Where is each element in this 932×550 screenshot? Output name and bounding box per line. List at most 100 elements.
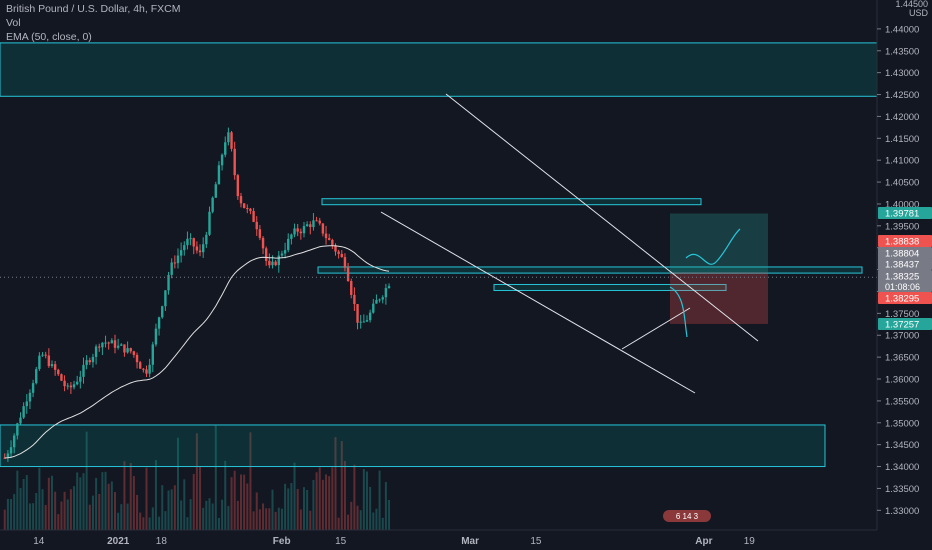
candle xyxy=(183,241,186,256)
candle xyxy=(38,352,41,371)
candle xyxy=(337,249,340,259)
price-label-box xyxy=(878,258,932,270)
volume-bar xyxy=(246,483,249,530)
volume-bar xyxy=(227,505,230,530)
candle xyxy=(340,250,343,258)
volume-bar xyxy=(88,504,91,530)
candle-body xyxy=(239,196,243,204)
volume-bar xyxy=(211,503,214,530)
volume-bar xyxy=(290,483,293,530)
candle-body xyxy=(91,356,95,363)
volume-bar xyxy=(331,467,334,530)
candle xyxy=(249,207,252,215)
candle-body xyxy=(164,290,167,307)
y-tick-label: 1.37500 xyxy=(885,309,919,320)
volume-bar xyxy=(315,472,318,530)
volume-bar xyxy=(195,433,198,530)
price-label-box xyxy=(878,235,932,247)
volume-bar xyxy=(66,499,69,530)
candle-body xyxy=(123,344,126,353)
candle xyxy=(378,298,381,303)
volume-bar xyxy=(202,507,205,530)
candle xyxy=(123,344,126,357)
candle-body xyxy=(72,384,76,388)
candle xyxy=(116,338,120,350)
candle-body xyxy=(113,340,117,348)
volume-bar xyxy=(302,487,305,530)
candle-body xyxy=(195,246,199,251)
candle xyxy=(287,233,290,253)
candle-body xyxy=(283,250,287,254)
volume-bar xyxy=(277,507,280,530)
x-tick-label: Feb xyxy=(273,536,291,547)
x-tick-label: 19 xyxy=(744,536,756,547)
ema-indicator-label[interactable]: EMA (50, close, 0) xyxy=(6,31,92,43)
volume-bar xyxy=(359,510,362,530)
candle-body xyxy=(50,364,54,367)
candle-body xyxy=(88,360,91,363)
volume-bar xyxy=(38,467,41,530)
price-label-box xyxy=(878,270,932,292)
candle xyxy=(12,433,16,454)
trend-line xyxy=(380,211,696,394)
candle xyxy=(239,192,243,208)
candle-body xyxy=(359,321,362,323)
candle-body xyxy=(296,228,299,232)
volume-indicator-label[interactable]: Vol xyxy=(6,17,21,29)
price-label-box xyxy=(878,318,932,330)
candle-body xyxy=(327,238,331,240)
candle xyxy=(60,373,63,382)
volume-bar xyxy=(148,517,151,530)
volume-bar xyxy=(321,479,324,530)
candle-body xyxy=(334,245,337,252)
candle xyxy=(88,357,91,366)
volume-bar xyxy=(230,477,233,530)
candle xyxy=(324,225,328,245)
y-tick-label: 1.43000 xyxy=(885,68,919,79)
candle-body xyxy=(271,261,274,266)
candle xyxy=(381,295,384,304)
volume-bar xyxy=(318,467,321,530)
x-tick-label: 2021 xyxy=(107,536,130,547)
volume-bar xyxy=(205,500,208,530)
candle-body xyxy=(19,417,22,424)
volume-bar xyxy=(334,437,337,530)
candle xyxy=(31,379,35,398)
long-position-stop-zone xyxy=(670,272,768,324)
candle xyxy=(252,207,255,223)
volume-bar xyxy=(161,485,164,530)
volume-bar xyxy=(35,492,38,530)
candle-body xyxy=(299,231,303,234)
candle xyxy=(142,368,145,373)
volume-bar xyxy=(243,474,246,530)
candle xyxy=(138,360,142,369)
candle xyxy=(66,382,69,390)
volume-bar xyxy=(375,508,378,530)
candle-body xyxy=(372,303,375,313)
volume-bar xyxy=(343,460,346,530)
x-tick-label: 15 xyxy=(335,536,347,547)
volume-bar xyxy=(16,470,19,530)
candle xyxy=(365,315,369,323)
zone-rectangle xyxy=(493,283,727,291)
candle-body xyxy=(148,364,151,374)
candle xyxy=(167,271,170,295)
price-label-value: 1.38437 xyxy=(885,260,919,271)
volume-bar xyxy=(126,503,129,530)
volume-bar xyxy=(309,510,312,530)
candle-body xyxy=(201,244,205,253)
candle-body xyxy=(258,229,262,238)
x-tick-label: Apr xyxy=(695,536,712,547)
candle xyxy=(359,314,362,329)
candle-body xyxy=(255,221,258,230)
candle xyxy=(79,370,82,389)
price-label-1-38838: 1.38838 xyxy=(878,235,932,248)
candle xyxy=(220,153,224,171)
symbol-title[interactable]: British Pound / U.S. Dollar, 4h, FXCM xyxy=(6,3,181,15)
candle xyxy=(50,360,54,368)
candle xyxy=(233,141,236,180)
volume-bar xyxy=(362,468,365,530)
trend-line xyxy=(621,307,691,350)
volume-bar xyxy=(151,507,154,530)
